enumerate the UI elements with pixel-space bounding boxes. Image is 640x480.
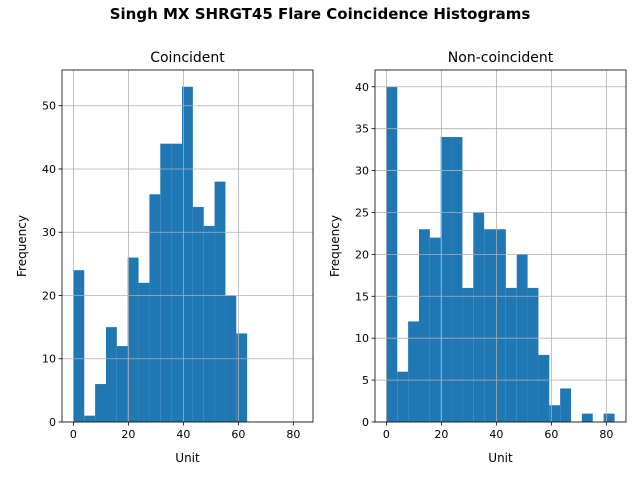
y-tick-label: 20	[355, 248, 369, 261]
histogram-bar	[203, 225, 215, 422]
histogram-bar	[440, 137, 452, 423]
x-axis-label: Unit	[175, 451, 200, 465]
histogram-bar	[160, 143, 172, 422]
x-tick-label: 40	[489, 428, 503, 441]
y-axis-label: Frequency	[15, 215, 29, 277]
histogram-bar	[171, 143, 183, 422]
histogram-bar	[560, 388, 572, 422]
y-tick-label: 0	[362, 416, 369, 429]
axes-frame	[61, 69, 314, 423]
histogram-bar	[581, 413, 593, 422]
y-tick-label: 15	[355, 290, 369, 303]
y-tick-label: 50	[42, 100, 56, 113]
axes-frame	[374, 69, 627, 423]
histogram-bar	[538, 354, 550, 422]
y-tick-label: 25	[355, 206, 369, 219]
x-tick-label: 60	[231, 428, 245, 441]
histogram-bar	[429, 237, 441, 422]
histogram-bar	[84, 415, 96, 422]
y-tick-label: 40	[355, 81, 369, 94]
x-axis-label: Unit	[488, 451, 513, 465]
x-tick-label: 60	[544, 428, 558, 441]
histogram-bar	[418, 229, 430, 422]
y-tick-label: 10	[355, 332, 369, 345]
y-tick-label: 0	[49, 416, 56, 429]
histogram-bar	[408, 321, 419, 422]
y-tick-label: 20	[42, 289, 56, 302]
histogram-bar	[484, 229, 496, 422]
histogram-bar	[473, 212, 485, 422]
histogram-bar	[236, 333, 248, 422]
histogram-bar	[149, 194, 161, 422]
histogram-coincident: 0 20 40 60 80 0 10 20 30 40 50 Coincident Unit Freque…	[15, 50, 314, 465]
histogram-bar	[138, 282, 150, 422]
y-tick-label: 10	[42, 353, 56, 366]
y-tick-label: 35	[355, 123, 369, 136]
histogram-bar	[462, 287, 474, 422]
histogram-bar	[95, 384, 106, 422]
figure-suptitle: Singh MX SHRGT45 Flare Coincidence Histo…	[110, 5, 531, 23]
histogram-bar	[192, 206, 204, 422]
histogram-bar	[182, 86, 193, 422]
histogram-bar	[214, 181, 226, 422]
x-tick-label: 80	[286, 428, 300, 441]
y-tick-label: 5	[362, 374, 369, 387]
x-tick-label: 40	[176, 428, 190, 441]
x-tick-label: 0	[383, 428, 390, 441]
histogram-bar	[451, 137, 463, 423]
y-tick-label: 30	[42, 226, 56, 239]
histogram-bar	[397, 371, 409, 422]
x-tick-label: 80	[599, 428, 613, 441]
panel-title: Coincident	[150, 50, 225, 66]
histogram-bar	[527, 287, 539, 422]
x-tick-label: 20	[121, 428, 135, 441]
histogram-bar	[105, 327, 117, 422]
y-tick-label: 40	[42, 163, 56, 176]
histogram-bar	[505, 287, 517, 422]
x-tick-label: 20	[434, 428, 448, 441]
histogram-bar	[603, 413, 615, 422]
y-tick-label: 30	[355, 165, 369, 178]
histogram-bar	[549, 405, 561, 422]
histogram-bar	[495, 229, 506, 422]
histogram-bar	[127, 257, 139, 422]
histogram-non-coincident: 0 20 40 60 80 0 5 10 15 20 25 30 35 40 Non-coincident U…	[328, 50, 627, 465]
y-axis-label: Frequency	[328, 215, 342, 277]
histogram-bar	[116, 346, 128, 422]
histogram-bar	[73, 270, 85, 422]
panel-title: Non-coincident	[448, 50, 554, 66]
x-tick-label: 0	[70, 428, 77, 441]
